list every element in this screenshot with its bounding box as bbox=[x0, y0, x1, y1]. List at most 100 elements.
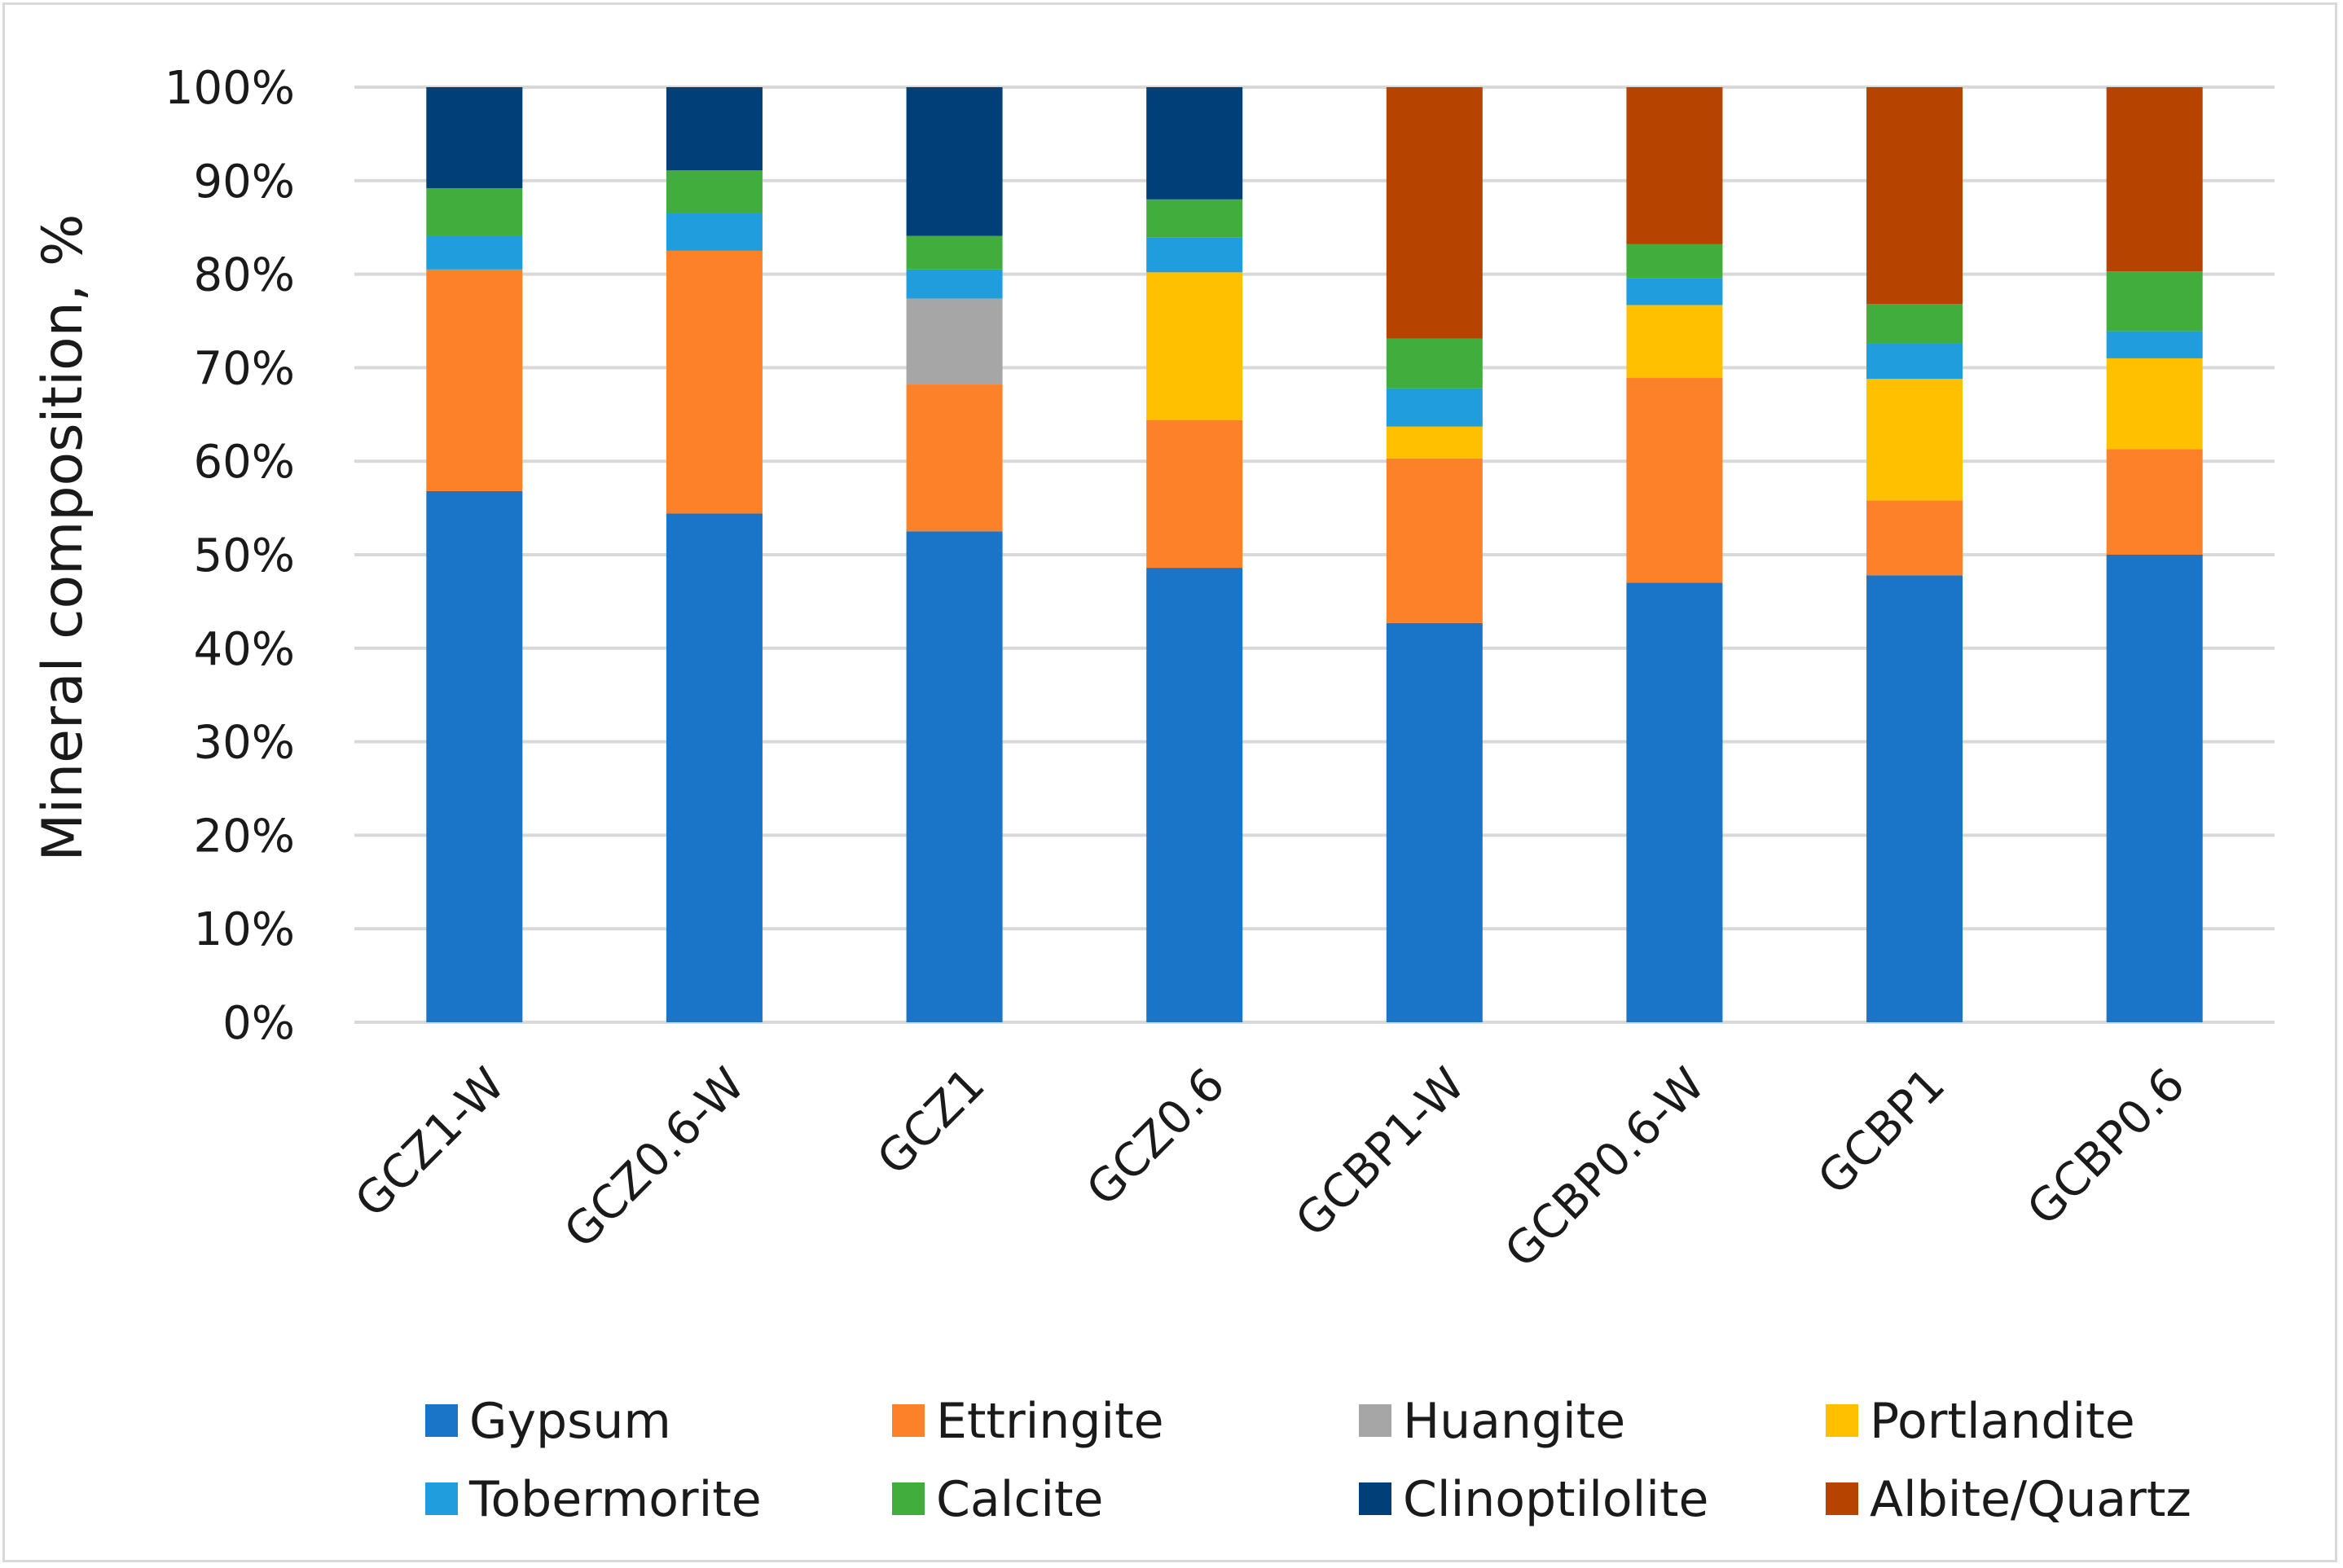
bar-segment bbox=[1626, 87, 1723, 244]
bar-segment bbox=[666, 250, 763, 514]
y-axis-label: Mineral composition, % bbox=[31, 213, 95, 861]
bar-stack bbox=[666, 87, 763, 1022]
y-tick-label: 50% bbox=[194, 529, 295, 582]
bar-segment bbox=[1146, 272, 1243, 420]
bar-segment bbox=[906, 531, 1003, 1022]
legend-label: Huangite bbox=[1403, 1393, 1625, 1450]
x-tick-label: GCBP0.6-W bbox=[1495, 1058, 1715, 1278]
bar-segment bbox=[2106, 449, 2203, 555]
y-axis-ticks: 0% 10% 20% 30% 40% 50% 60% 70% 80% 90% 100% bbox=[165, 62, 295, 1050]
bar-segment bbox=[2106, 331, 2203, 358]
y-tick-label: 0% bbox=[222, 997, 295, 1050]
bar-segment bbox=[666, 170, 763, 213]
bar-segment bbox=[1866, 575, 1963, 1022]
legend-label: Calcite bbox=[936, 1471, 1103, 1528]
y-tick-label: 30% bbox=[194, 717, 295, 770]
y-tick-label: 20% bbox=[194, 810, 295, 863]
bar-segment bbox=[1146, 199, 1243, 238]
bar-segment bbox=[1866, 379, 1963, 501]
y-tick-label: 100% bbox=[165, 62, 295, 115]
bar-segment bbox=[666, 87, 763, 171]
legend-item: Tobermorite bbox=[425, 1471, 762, 1528]
x-tick-label: GCBP0.6 bbox=[2017, 1058, 2195, 1236]
x-tick-label: GCZ1 bbox=[868, 1058, 996, 1186]
y-tick-label: 90% bbox=[194, 156, 295, 209]
bar-stack bbox=[2106, 87, 2203, 1022]
x-tick-label: GCBP1 bbox=[1808, 1058, 1955, 1206]
legend-label: Tobermorite bbox=[468, 1471, 762, 1528]
bar-segment bbox=[906, 298, 1003, 385]
bar-segment bbox=[1866, 304, 1963, 344]
bar-segment bbox=[906, 269, 1003, 299]
legend-label: Clinoptilolite bbox=[1403, 1471, 1708, 1528]
legend-swatch bbox=[1359, 1404, 1391, 1437]
legend-item: Clinoptilolite bbox=[1359, 1471, 1708, 1528]
bar-segment bbox=[906, 384, 1003, 532]
y-tick-label: 80% bbox=[194, 249, 295, 302]
bar-segment bbox=[426, 490, 523, 1022]
legend-label: Gypsum bbox=[469, 1393, 671, 1450]
bar-segment bbox=[1626, 378, 1723, 583]
bar-segment bbox=[1386, 622, 1483, 1022]
bar-segment bbox=[2106, 87, 2203, 272]
bar-stack bbox=[906, 87, 1003, 1022]
legend-item: Huangite bbox=[1359, 1393, 1625, 1450]
bar-segment bbox=[1626, 244, 1723, 279]
bar-segment bbox=[1146, 568, 1243, 1022]
bar-segment bbox=[666, 513, 763, 1022]
bar-segment bbox=[1386, 458, 1483, 623]
y-tick-label: 70% bbox=[194, 342, 295, 395]
bar-segment bbox=[426, 187, 523, 236]
legend-label: Albite/Quartz bbox=[1870, 1471, 2191, 1528]
y-tick-label: 60% bbox=[194, 436, 295, 489]
legend-swatch bbox=[892, 1404, 925, 1437]
legend-item: Calcite bbox=[892, 1471, 1103, 1528]
legend-swatch bbox=[1359, 1482, 1391, 1515]
legend-swatch bbox=[1826, 1404, 1858, 1437]
bar-segment bbox=[1866, 343, 1963, 380]
bar-segment bbox=[906, 235, 1003, 270]
legend-label: Portlandite bbox=[1870, 1393, 2135, 1450]
bar-segment bbox=[1866, 87, 1963, 305]
bar-segment bbox=[426, 235, 523, 270]
legend-item: Albite/Quartz bbox=[1826, 1471, 2191, 1528]
legend-label: Ettringite bbox=[936, 1393, 1164, 1450]
bar-segment bbox=[1866, 500, 1963, 576]
x-axis-ticks: GCZ1-W GCZ0.6-W GCZ1 GCZ0.6 GCBP1-W GCBP0.6-W… bbox=[345, 1058, 2196, 1278]
legend-item: Ettringite bbox=[892, 1393, 1164, 1450]
y-tick-label: 10% bbox=[194, 903, 295, 956]
x-tick-label: GCBP1-W bbox=[1286, 1058, 1475, 1247]
y-tick-label: 40% bbox=[194, 623, 295, 676]
legend-swatch bbox=[425, 1404, 458, 1437]
x-tick-label: GCZ1-W bbox=[345, 1058, 515, 1228]
bar-segment bbox=[1386, 388, 1483, 427]
legend-swatch bbox=[892, 1482, 925, 1515]
bar-segment bbox=[2106, 358, 2203, 450]
legend-item: Gypsum bbox=[425, 1393, 671, 1450]
bar-segment bbox=[666, 213, 763, 251]
bar-stack bbox=[426, 87, 523, 1022]
bar-segment bbox=[1626, 582, 1723, 1022]
bar-segment bbox=[426, 87, 523, 188]
bar-segment bbox=[1146, 419, 1243, 569]
legend-swatch bbox=[425, 1482, 458, 1515]
bar-segment bbox=[1386, 338, 1483, 389]
bar-segment bbox=[1626, 305, 1723, 379]
legend: Gypsum Ettringite Huangite Portlandite Tober… bbox=[425, 1393, 2191, 1528]
legend-swatch bbox=[1826, 1482, 1858, 1515]
x-tick-label: GCZ0.6-W bbox=[555, 1058, 755, 1258]
bar-segment bbox=[1386, 87, 1483, 339]
bar-segment bbox=[2106, 555, 2203, 1022]
bar-stack bbox=[1866, 87, 1963, 1022]
bar-segment bbox=[1146, 237, 1243, 273]
bar-segment bbox=[1146, 87, 1243, 200]
bar-stack bbox=[1146, 87, 1243, 1022]
bar-stack bbox=[1386, 87, 1483, 1022]
bar-segment bbox=[1626, 278, 1723, 305]
bar-segment bbox=[906, 87, 1003, 236]
bar-segment bbox=[1386, 426, 1483, 459]
bars bbox=[426, 87, 2203, 1022]
bar-segment bbox=[426, 269, 523, 491]
